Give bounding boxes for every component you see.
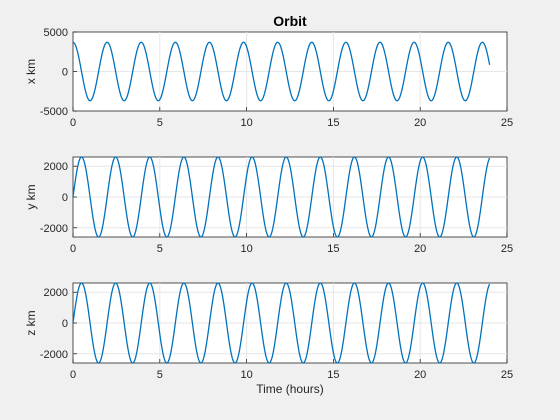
y-tick-label: -2000: [40, 223, 68, 235]
x-tick-label: 20: [414, 243, 426, 255]
x-tick-label: 10: [240, 369, 252, 381]
y-tick-label: 2000: [44, 161, 68, 173]
x-tick-label: 25: [501, 117, 513, 129]
x-tick-label: 5: [157, 117, 163, 129]
y-tick-label: 5000: [44, 27, 68, 39]
y-tick-label: 0: [62, 318, 68, 330]
x-tick-label: 0: [70, 117, 76, 129]
series-y-line: [72, 156, 491, 238]
x-tick-label: 10: [240, 243, 252, 255]
y-tick-label: 0: [62, 192, 68, 204]
series-z-line: [72, 282, 491, 364]
x-tick-label: 5: [157, 243, 163, 255]
x-tick-label: 15: [327, 243, 339, 255]
y-tick-label: -2000: [40, 349, 68, 361]
x-tick-label: 10: [240, 117, 252, 129]
y-axis-label: y km: [24, 184, 38, 209]
x-tick-label: 15: [327, 117, 339, 129]
x-tick-label: 25: [501, 243, 513, 255]
x-tick-label: 20: [414, 369, 426, 381]
x-axis-label: Time (hours): [256, 382, 324, 396]
chart-title: Orbit: [273, 13, 307, 29]
y-tick-label: 0: [62, 67, 68, 79]
y-axis-label: z km: [24, 310, 38, 335]
y-tick-label: -5000: [40, 106, 68, 118]
x-tick-label: 5: [157, 369, 163, 381]
x-tick-label: 15: [327, 369, 339, 381]
y-axis-label: x km: [24, 59, 38, 84]
x-tick-label: 25: [501, 369, 513, 381]
series-x-line: [72, 41, 491, 102]
x-tick-label: 0: [70, 369, 76, 381]
x-tick-label: 0: [70, 243, 76, 255]
x-tick-label: 20: [414, 117, 426, 129]
y-tick-label: 2000: [44, 287, 68, 299]
